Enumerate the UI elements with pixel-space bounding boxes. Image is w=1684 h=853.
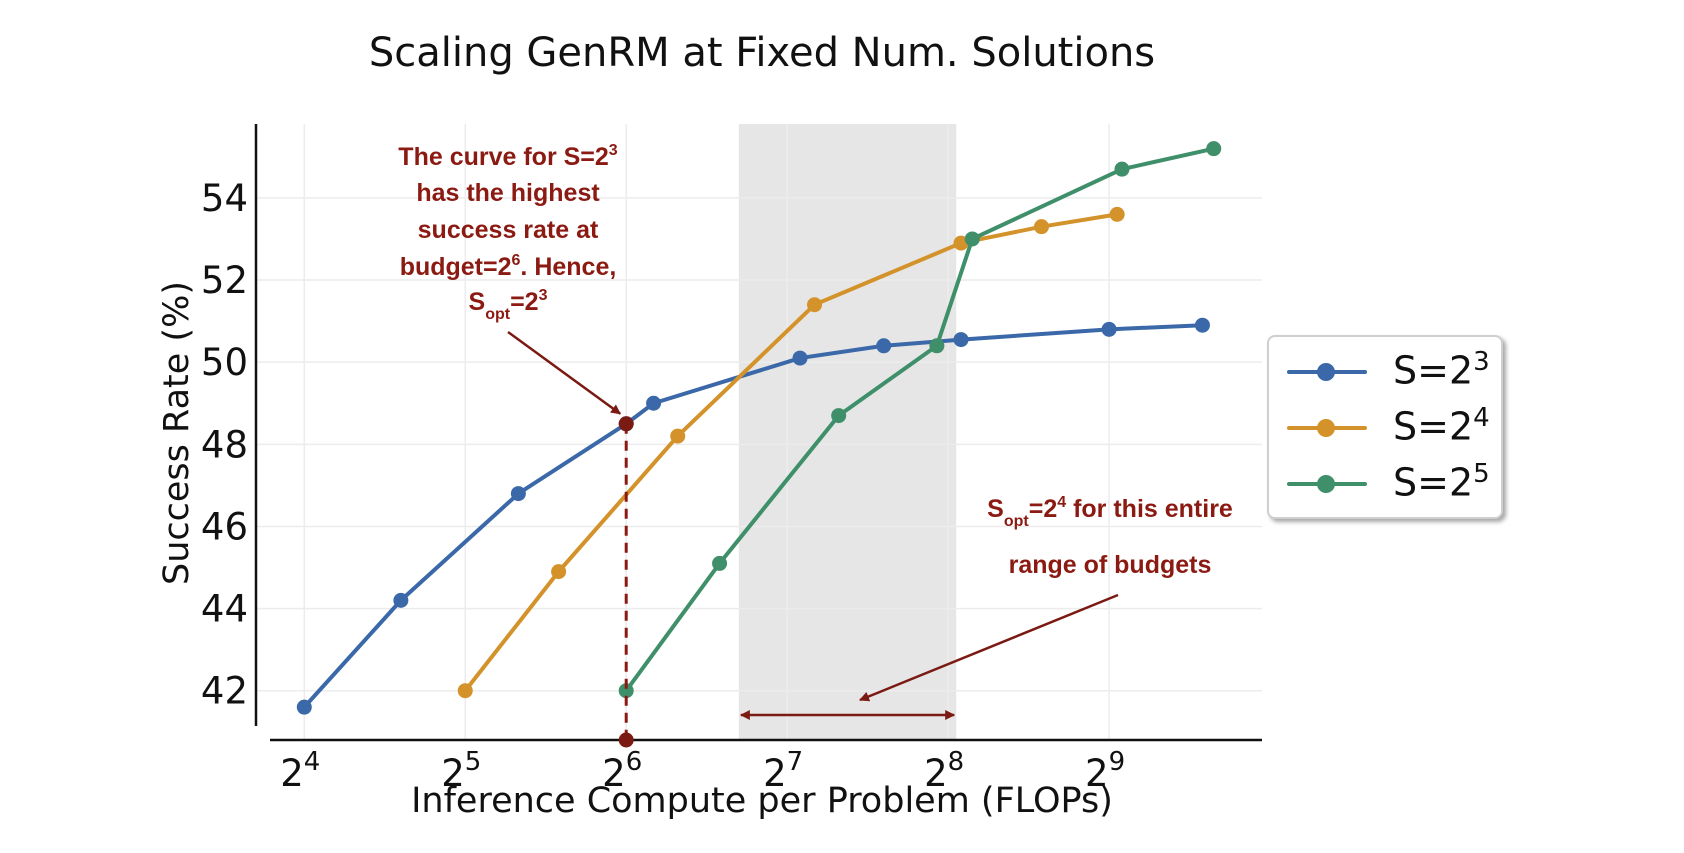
x-tick-label: 29 [1085, 747, 1125, 795]
data-point [1109, 206, 1125, 222]
budget-marker-point [618, 416, 634, 432]
x-tick-label: 24 [280, 747, 320, 795]
y-tick-label: 42 [201, 670, 248, 713]
data-point [296, 699, 312, 715]
annotation-layer: The curve for S=23​ has the highest succes… [398, 142, 1233, 720]
y-tick-label: 54 [201, 177, 248, 220]
data-point [646, 395, 662, 411]
legend-swatch-dot [1317, 419, 1335, 437]
x-tick-label: 28 [924, 747, 964, 795]
data-point [1194, 317, 1210, 333]
data-point [1114, 161, 1130, 177]
data-point [670, 428, 686, 444]
legend: S=23 S=24 S=25 [1267, 335, 1503, 519]
x-axis-label: Inference Compute per Problem (FLOPs) [411, 781, 1113, 821]
highlight-span [738, 124, 957, 740]
annotation-1-line: Sopt​=23​ [469, 287, 548, 323]
annotation-1-line: success rate at [418, 216, 599, 244]
data-point [457, 683, 473, 699]
y-tick-label: 52 [201, 259, 248, 302]
legend-swatch-dot [1317, 363, 1335, 381]
axes: 42 44 46 48 50 52 54 24 25 26 27 28 29 [201, 124, 1262, 795]
series-line-3 [302, 323, 1203, 709]
chart-title: Scaling GenRM at Fixed Num. Solutions [369, 30, 1155, 76]
data-point [953, 235, 969, 251]
legend-label: S=24 [1393, 403, 1490, 449]
annotation-1-line: The curve for S=23​ [398, 142, 618, 171]
data-point [964, 231, 980, 247]
legend-swatch-dot [1317, 475, 1335, 493]
data-point [1206, 141, 1222, 157]
legend-item: S=23 [1269, 343, 1501, 399]
legend-label: S=23 [1393, 347, 1490, 393]
budget-marker-axis-point [618, 732, 634, 748]
data-point [831, 408, 847, 424]
annotation-2-line: Sopt​=24​ for this entire [987, 494, 1233, 530]
y-tick-label: 50 [201, 341, 248, 384]
annotation-2-arrow [859, 593, 1119, 702]
data-point [510, 486, 526, 502]
data-point [618, 683, 634, 699]
marker-layer [618, 416, 634, 748]
y-tick-label: 44 [201, 588, 248, 631]
data-point [807, 297, 823, 313]
x-tick-label: 26 [602, 747, 642, 795]
data-point [1101, 321, 1117, 337]
data-point [953, 332, 969, 348]
legend-item: S=25 [1269, 455, 1501, 511]
series-layer [296, 141, 1222, 715]
data-point [393, 592, 409, 608]
annotation-2-line: range of budgets [1009, 551, 1212, 579]
legend-item: S=24 [1269, 399, 1501, 455]
annotation-1-line: budget=26​. Hence, [400, 252, 617, 281]
data-point [712, 555, 728, 571]
data-point [792, 350, 808, 366]
annotation-1-arrow [507, 330, 622, 415]
x-tick-label: 27 [763, 747, 803, 795]
y-tick-label: 48 [201, 423, 248, 466]
data-point [929, 338, 945, 354]
legend-label: S=25 [1393, 459, 1490, 505]
data-point [551, 564, 567, 580]
y-tick-label: 46 [201, 505, 248, 548]
y-axis-label: Success Rate (%) [157, 281, 197, 585]
data-point [1033, 219, 1049, 235]
data-point [876, 338, 892, 354]
x-tick-label: 25 [441, 747, 481, 795]
annotation-1-line: has the highest [416, 179, 600, 207]
